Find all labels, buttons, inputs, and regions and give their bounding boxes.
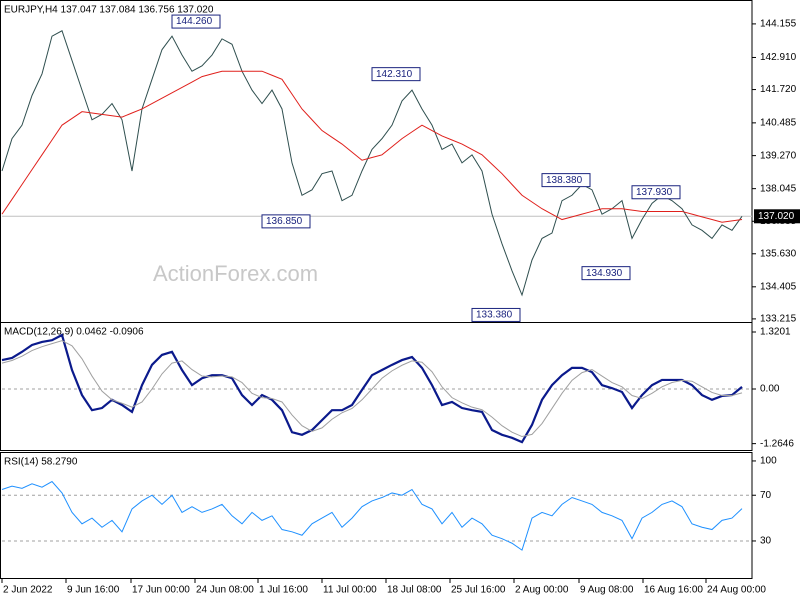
y-tick-label: 139.270 [760, 150, 797, 161]
x-tick-label: 16 Aug 16:00 [644, 585, 703, 596]
y-tick-label: -1.2646 [760, 438, 794, 449]
y-tick-label: 1.3201 [760, 327, 791, 338]
annotation-box [171, 14, 221, 29]
y-tick-label: 133.215 [760, 314, 797, 325]
x-tick-label: 9 Aug 08:00 [580, 585, 634, 596]
annotation-label: 134.930 [586, 268, 623, 279]
x-tick-label: 9 Jun 16:00 [67, 585, 120, 596]
y-tick-label: 100 [760, 456, 777, 467]
annotation-box [581, 266, 631, 281]
annotation-box [471, 307, 521, 322]
panel-frame [0, 322, 753, 451]
annotation-box [541, 173, 591, 188]
y-tick-label: 70 [760, 490, 772, 501]
x-tick-label: 1 Jul 16:00 [259, 585, 308, 596]
series-line [1, 70, 743, 223]
annotation-label: 144.260 [176, 16, 213, 27]
watermark: ActionForex.com [153, 261, 318, 286]
x-tick-label: 17 Jun 00:00 [132, 585, 190, 596]
annotation-box [261, 214, 311, 229]
y-tick-label: 142.910 [760, 52, 797, 63]
series-line [1, 340, 743, 438]
x-tick-label: 25 Jul 16:00 [451, 585, 506, 596]
y-tick-label: 144.155 [760, 19, 797, 30]
y-tick-label: 0.00 [760, 384, 780, 395]
x-tick-label: 24 Jun 08:00 [196, 585, 254, 596]
y-tick-label: 141.720 [760, 84, 797, 95]
panel-title: EURJPY,H4 137.047 137.084 136.756 137.02… [4, 5, 214, 16]
annotation-label: 138.380 [546, 175, 583, 186]
y-tick-label: 135.630 [760, 248, 797, 259]
x-tick-label: 2 Aug 00:00 [515, 585, 569, 596]
y-tick-label: 140.485 [760, 118, 797, 129]
x-tick-label: 24 Aug 00:00 [707, 585, 766, 596]
annotation-label: 133.380 [476, 310, 513, 321]
series-line [1, 30, 743, 297]
panel-frame [0, 452, 753, 579]
annotation-label: 137.930 [636, 187, 673, 198]
annotation-box [371, 67, 421, 82]
x-tick-label: 11 Jul 00:00 [323, 585, 377, 596]
panel-title: MACD(12,26,9) 0.0462 -0.0906 [4, 327, 144, 338]
y-tick-label: 30 [760, 536, 772, 547]
last-price-label: 137.020 [758, 211, 795, 222]
annotation-label: 142.310 [376, 69, 413, 80]
x-tick-label: 2 Jun 2022 [3, 585, 53, 596]
x-tick-label: 18 Jul 08:00 [387, 585, 442, 596]
series-line [1, 333, 743, 444]
y-tick-label: 134.405 [760, 281, 797, 292]
panel-title: RSI(14) 58.2790 [4, 457, 78, 468]
series-line [1, 480, 743, 551]
y-tick-label: 138.045 [760, 183, 797, 194]
annotation-label: 136.850 [266, 216, 303, 227]
annotation-box [631, 185, 681, 200]
last-price-box [754, 209, 800, 224]
